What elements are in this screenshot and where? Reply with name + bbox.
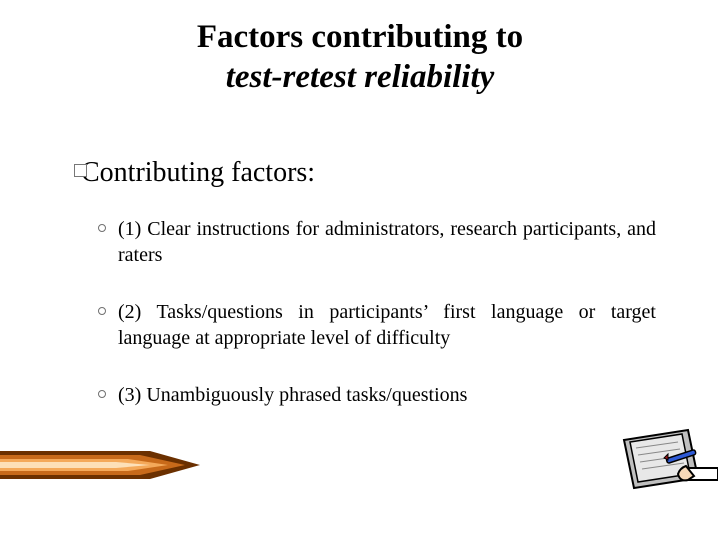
list-item: (2) Tasks/questions in participants’ fir… <box>96 300 656 351</box>
wedge-decoration-icon <box>0 445 200 485</box>
list-item: (3) Unambiguously phrased tasks/question… <box>96 383 656 409</box>
title-line-2: test-retest reliability <box>0 58 720 98</box>
ring-bullet-icon <box>98 390 106 398</box>
list-item-text: (3) Unambiguously phrased tasks/question… <box>118 384 467 406</box>
square-bullet-icon <box>74 164 87 177</box>
list-item: (1) Clear instructions for administrator… <box>96 217 656 268</box>
slide: Factors contributing to test-retest reli… <box>0 0 720 540</box>
ring-bullet-icon <box>98 224 106 232</box>
section-heading: Contributing factors: <box>76 157 315 189</box>
factor-list: (1) Clear instructions for administrator… <box>96 217 656 441</box>
list-item-text: (2) Tasks/questions in participants’ fir… <box>118 301 656 349</box>
list-item-text: (1) Clear instructions for administrator… <box>118 218 656 266</box>
title-line-1: Factors contributing to <box>0 18 720 58</box>
slide-title: Factors contributing to test-retest reli… <box>0 18 720 97</box>
heading-text: Contributing factors: <box>81 157 315 188</box>
ring-bullet-icon <box>98 307 106 315</box>
notepad-hand-icon <box>618 426 718 504</box>
